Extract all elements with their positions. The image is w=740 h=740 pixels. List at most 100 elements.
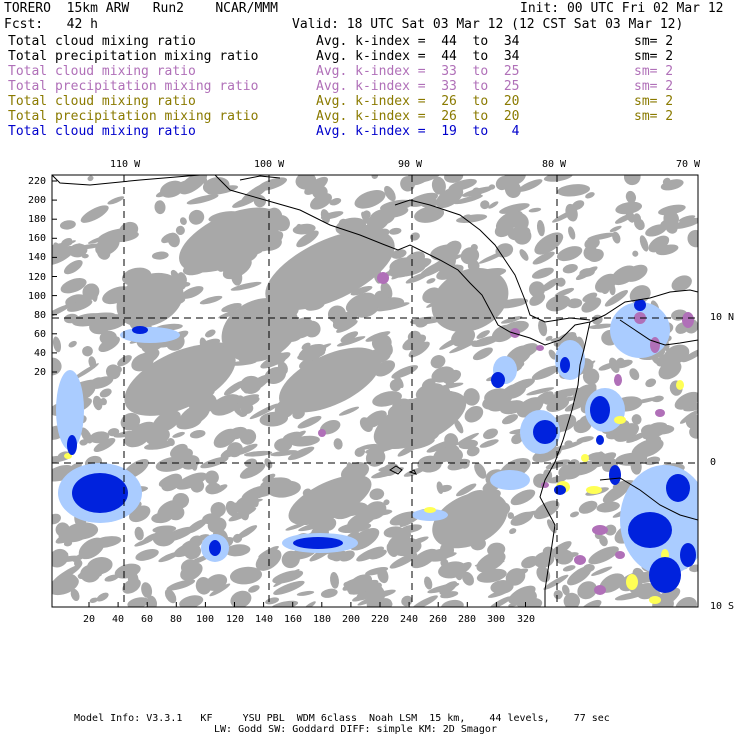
cloud-mass <box>432 491 508 549</box>
legend-kindex: Avg. k-index = 44 to 34 <box>316 34 520 49</box>
cloud-patch <box>614 213 633 224</box>
cloud-patch <box>270 450 299 457</box>
legend-kindex: Avg. k-index = 26 to 20 <box>316 94 520 109</box>
cloud-patch <box>588 546 619 565</box>
cloud-patch <box>518 179 543 192</box>
purple-patch <box>650 337 660 353</box>
model-info: Model Info: V3.3.1 KF YSU PBL WDM 6class… <box>74 713 610 724</box>
cloud-patch <box>152 529 176 547</box>
cloud-patch <box>200 175 208 184</box>
cloud-patch <box>534 232 564 255</box>
cloud-patch <box>358 443 378 450</box>
cloud-patch <box>273 568 300 588</box>
cloud-patch <box>63 259 83 275</box>
yellow-patch <box>64 453 72 459</box>
purple-patch <box>536 345 544 351</box>
cloud-patch <box>632 213 642 225</box>
legend-kindex: Avg. k-index = 33 to 25 <box>316 79 520 94</box>
cloud-patch <box>579 268 595 277</box>
x-tick-label: 40 <box>111 614 125 625</box>
purple-patch <box>655 409 665 417</box>
legend-row: Total cloud mixing ratio Avg. k-index = 1… <box>8 124 730 139</box>
cloud-patch <box>591 566 613 576</box>
blue-patch <box>533 420 557 444</box>
x-tick-label: 20 <box>82 614 96 625</box>
cloud-mass <box>124 344 236 416</box>
purple-patch <box>377 272 389 284</box>
blue-patch <box>67 435 77 455</box>
yellow-patch <box>614 416 626 424</box>
cloud-patch <box>104 574 119 582</box>
cloud-patch <box>631 438 664 459</box>
blue-patch <box>609 465 621 485</box>
cloud-patch <box>70 588 80 601</box>
cloud-patch <box>175 225 185 235</box>
cloud-patch <box>624 175 641 186</box>
cloud-patch <box>543 175 576 182</box>
y-tick-label: 180 <box>27 214 46 225</box>
cloud-patch <box>536 219 545 237</box>
cloud-patch <box>91 536 122 548</box>
model-title: TORERO 15km ARW Run2 NCAR/MMM <box>4 1 278 16</box>
blue-layer <box>67 299 696 593</box>
cloud-patch <box>296 590 315 596</box>
cloud-patch <box>604 290 629 307</box>
blue-patch <box>590 396 610 424</box>
cloud-patch <box>474 462 487 479</box>
cloud-patch <box>504 180 522 199</box>
cloud-patch <box>303 320 321 338</box>
cloud-patch <box>350 285 373 296</box>
y-tick-label: 100 <box>27 291 46 302</box>
cloud-mass <box>221 297 299 363</box>
cloud-patch <box>602 483 630 503</box>
cloud-patch <box>161 232 176 244</box>
cloud-patch <box>79 439 88 446</box>
latitude-label: 10 N <box>710 312 735 323</box>
cloud-patch <box>221 303 242 313</box>
cloud-patch <box>583 563 595 572</box>
cloud-patch <box>340 331 359 343</box>
cloud-patch <box>393 374 404 389</box>
cloud-patch <box>543 574 569 590</box>
cloud-patch <box>553 589 563 600</box>
cloud-patch <box>238 505 249 521</box>
cloud-patch <box>65 522 99 540</box>
legend-kindex: Avg. k-index = 44 to 34 <box>316 49 520 64</box>
cloud-patch <box>195 577 212 595</box>
cloud-patch <box>154 200 166 215</box>
yellow-patch <box>581 454 589 462</box>
y-tick-label: 20 <box>33 367 46 378</box>
cloud-patch <box>513 227 532 245</box>
cloud-patch <box>164 588 177 604</box>
cloud-patch <box>96 592 109 602</box>
cloud-patch <box>512 212 529 231</box>
yellow-patch <box>649 596 661 604</box>
cloud-patch <box>82 345 93 357</box>
x-tick-label: 120 <box>225 614 245 625</box>
cloud-patch <box>561 584 570 596</box>
cloud-patch <box>479 439 499 448</box>
legend-smoothing: sm= 2 <box>634 94 674 109</box>
cloud-patch <box>146 595 158 607</box>
yellow-patch <box>626 574 638 590</box>
cloud-patch <box>243 374 271 394</box>
cloud-patch <box>239 429 257 445</box>
cloud-patch <box>209 583 231 597</box>
cloud-patch <box>681 348 698 363</box>
cloud-patch <box>480 200 490 210</box>
legend-smoothing: sm= 2 <box>634 64 674 79</box>
cloud-patch <box>581 297 602 313</box>
cloud-mass <box>179 207 281 273</box>
cloud-patch <box>612 231 621 244</box>
cloud-patch <box>687 229 698 248</box>
cloud-patch <box>645 378 657 388</box>
cloud-patch <box>332 311 358 330</box>
cloud-patch <box>538 319 548 337</box>
cloud-patch <box>476 330 490 339</box>
cloud-patch <box>464 405 484 423</box>
cloud-patch <box>495 243 514 258</box>
cloud-patch <box>60 278 87 294</box>
x-tick-label: 80 <box>169 614 183 625</box>
cloud-patch <box>347 574 373 595</box>
cloud-patch <box>186 194 219 205</box>
